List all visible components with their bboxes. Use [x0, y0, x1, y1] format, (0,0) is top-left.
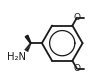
Text: O: O — [73, 13, 80, 22]
Text: O: O — [73, 64, 80, 73]
Text: H₂N: H₂N — [7, 52, 26, 62]
Polygon shape — [25, 35, 31, 43]
